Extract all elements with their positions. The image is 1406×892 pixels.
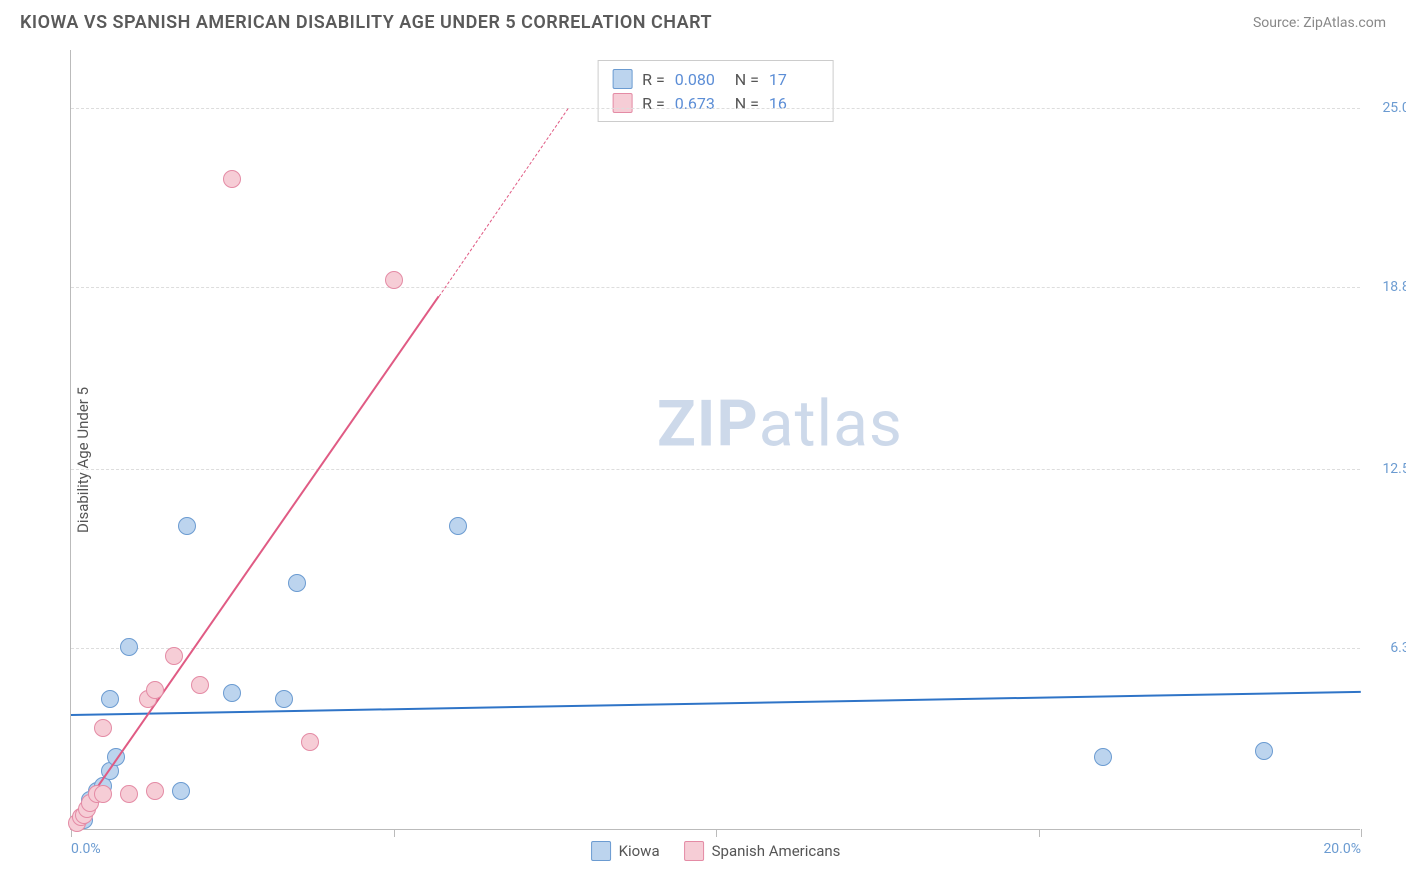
stat-r-value: 0.673 (675, 94, 725, 113)
data-point (120, 638, 138, 656)
data-point (165, 647, 183, 665)
plot-area: ZIPatlas R =0.080N =17R =0.673N =16 Kiow… (70, 50, 1360, 830)
data-point (94, 719, 112, 737)
stat-n-label: N = (735, 94, 759, 113)
stats-swatch (612, 69, 632, 89)
stats-row: R = 0.080 N = 17 (612, 67, 819, 91)
trend-line (71, 691, 1361, 716)
data-point (301, 733, 319, 751)
gridline (71, 648, 1360, 649)
data-point (449, 517, 467, 535)
stats-row: R = 0.673 N = 16 (612, 91, 819, 115)
data-point (101, 690, 119, 708)
legend-swatch (591, 841, 611, 861)
stats-swatch (612, 93, 632, 113)
data-point (178, 517, 196, 535)
y-tick-label: 18.8% (1365, 279, 1406, 295)
x-tick (716, 829, 717, 837)
x-tick (1361, 829, 1362, 837)
chart-source: Source: ZipAtlas.com (1253, 15, 1386, 31)
gridline (71, 469, 1360, 470)
data-point (385, 271, 403, 289)
stat-r-label: R = (642, 70, 665, 89)
data-point (288, 574, 306, 592)
data-point (146, 681, 164, 699)
data-point (1255, 742, 1273, 760)
data-point (223, 170, 241, 188)
chart-container: Disability Age Under 5 ZIPatlas R =0.080… (20, 50, 1386, 870)
data-point (94, 785, 112, 803)
trend-line (70, 296, 439, 826)
stat-n-label: N = (735, 70, 759, 89)
chart-title: KIOWA VS SPANISH AMERICAN DISABILITY AGE… (20, 12, 712, 33)
data-point (223, 684, 241, 702)
legend-swatch (684, 841, 704, 861)
stat-n-value: 17 (769, 70, 819, 89)
legend-label: Spanish Americans (712, 842, 841, 860)
legend-label: Kiowa (619, 842, 660, 860)
gridline (71, 108, 1360, 109)
chart-header: KIOWA VS SPANISH AMERICAN DISABILITY AGE… (0, 0, 1406, 41)
x-tick-label: 20.0% (1323, 841, 1361, 857)
data-point (146, 782, 164, 800)
legend: Kiowa Spanish Americans (591, 841, 841, 861)
data-point (120, 785, 138, 803)
stat-n-value: 16 (769, 94, 819, 113)
watermark: ZIPatlas (657, 386, 903, 461)
trend-line-dashed (438, 108, 568, 296)
data-point (172, 782, 190, 800)
legend-item: Kiowa (591, 841, 660, 861)
y-tick-label: 25.0% (1365, 100, 1406, 116)
y-tick-label: 12.5% (1365, 461, 1406, 477)
data-point (275, 690, 293, 708)
legend-item: Spanish Americans (684, 841, 841, 861)
data-point (191, 676, 209, 694)
x-tick-label: 0.0% (71, 841, 101, 857)
stats-box: R = 0.080 N = 17 R = 0.673 N = 16 (597, 60, 834, 122)
x-tick (394, 829, 395, 837)
stat-r-label: R = (642, 94, 665, 113)
x-tick (1039, 829, 1040, 837)
stat-r-value: 0.080 (675, 70, 725, 89)
y-tick-label: 6.3% (1365, 640, 1406, 656)
gridline (71, 287, 1360, 288)
data-point (1094, 748, 1112, 766)
